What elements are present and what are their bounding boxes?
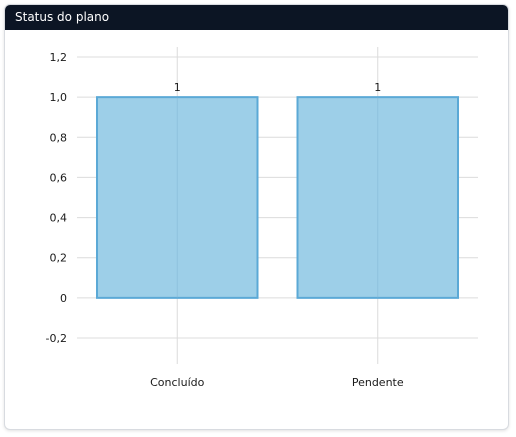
x-tick-label: Concluído	[150, 376, 204, 389]
y-tick-label: -0,2	[46, 332, 67, 345]
x-tick-label: Pendente	[352, 376, 404, 389]
y-tick-label: 1,2	[50, 51, 68, 64]
data-label: 1	[174, 81, 181, 94]
y-tick-label: 1,0	[50, 91, 68, 104]
y-tick-label: 0,8	[50, 131, 68, 144]
y-tick-label: 0,6	[50, 171, 68, 184]
chart-card: Status do plano 1,2 1,0 0,8 0,6 0,4 0,2 0 -0,2 1…	[4, 4, 509, 430]
y-tick-label: 0,2	[50, 252, 68, 265]
chart-area: 1,2 1,0 0,8 0,6 0,4 0,2 0 -0,2 1 1 Concluído Penden…	[5, 30, 508, 429]
card-title: Status do plano	[15, 10, 110, 24]
bar-chart: 1,2 1,0 0,8 0,6 0,4 0,2 0 -0,2 1 1 Concluído Penden…	[46, 47, 478, 389]
y-tick-label: 0,4	[50, 212, 68, 225]
data-label: 1	[374, 81, 381, 94]
card-header: Status do plano	[5, 5, 508, 30]
y-tick-label: 0	[60, 292, 67, 305]
